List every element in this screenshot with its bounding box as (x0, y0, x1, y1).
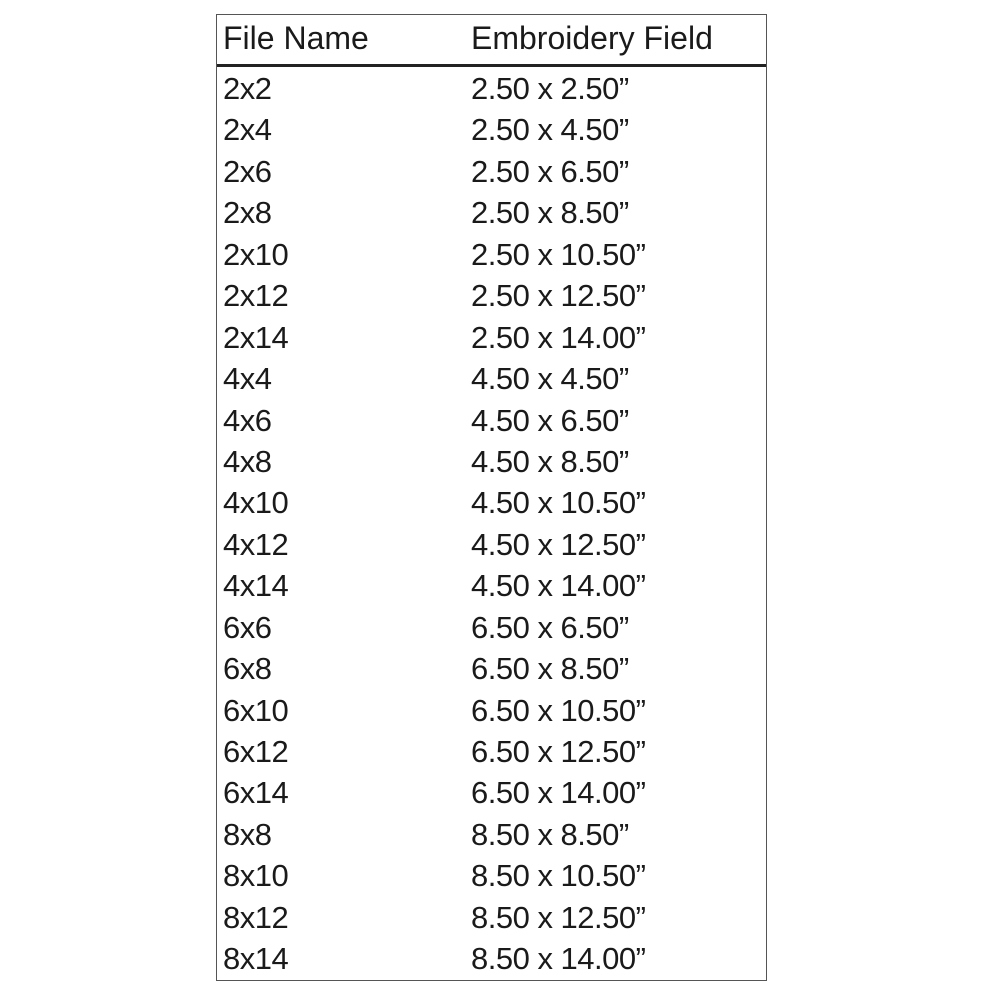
file-name-cell: 8x12 (223, 899, 289, 935)
embroidery-field-cell: 4.50 x 10.50” (471, 485, 646, 521)
embroidery-field-cell: 6.50 x 8.50” (471, 651, 629, 687)
file-name-cell: 6x8 (223, 651, 272, 687)
table-row: 4x6 4.50 x 6.50” (217, 399, 766, 440)
file-name-cell: 2x14 (223, 319, 289, 355)
embroidery-field-cell: 2.50 x 14.00” (471, 319, 646, 355)
embroidery-field-cell: 4.50 x 4.50” (471, 361, 629, 397)
table-header: File Name Embroidery Field (217, 15, 766, 67)
embroidery-field-cell: 8.50 x 12.50” (471, 899, 646, 935)
file-name-cell: 8x8 (223, 816, 272, 852)
file-name-cell: 4x8 (223, 443, 272, 479)
file-name-cell: 6x14 (223, 775, 289, 811)
table-row: 2x12 2.50 x 12.50” (217, 274, 766, 315)
table-row: 6x8 6.50 x 8.50” (217, 647, 766, 688)
table-row: 8x14 8.50 x 14.00” (217, 937, 766, 978)
embroidery-field-cell: 8.50 x 8.50” (471, 816, 629, 852)
file-name-cell: 2x4 (223, 112, 272, 148)
file-name-cell: 4x12 (223, 526, 289, 562)
table-row: 2x6 2.50 x 6.50” (217, 150, 766, 191)
table-row: 4x8 4.50 x 8.50” (217, 440, 766, 481)
table-row: 6x6 6.50 x 6.50” (217, 606, 766, 647)
table-row: 4x10 4.50 x 10.50” (217, 481, 766, 522)
embroidery-field-cell: 6.50 x 6.50” (471, 609, 629, 645)
file-name-cell: 2x10 (223, 236, 289, 272)
table-row: 2x8 2.50 x 8.50” (217, 191, 766, 232)
file-name-cell: 6x10 (223, 692, 289, 728)
file-name-cell: 8x14 (223, 941, 289, 977)
file-name-cell: 4x6 (223, 402, 272, 438)
file-name-cell: 4x4 (223, 361, 272, 397)
file-name-cell: 2x2 (223, 71, 272, 106)
file-name-cell: 6x6 (223, 609, 272, 645)
file-name-cell: 6x12 (223, 734, 289, 769)
table-row: 8x12 8.50 x 12.50” (217, 896, 766, 937)
size-table: File Name Embroidery Field 2x2 2.50 x 2.5… (216, 14, 767, 981)
table-row: 2x4 2.50 x 4.50” (217, 108, 766, 149)
embroidery-field-cell: 4.50 x 14.00” (471, 568, 646, 604)
embroidery-field-cell: 2.50 x 6.50” (471, 153, 629, 189)
table-row: 8x10 8.50 x 10.50” (217, 854, 766, 895)
table-row: 6x14 6.50 x 14.00” (217, 771, 766, 812)
table-row: 6x12 6.50 x 12.50” (217, 730, 766, 771)
embroidery-field-cell: 6.50 x 14.00” (471, 775, 646, 811)
header-embroidery-field: Embroidery Field (471, 20, 713, 56)
embroidery-field-cell: 4.50 x 8.50” (471, 443, 629, 479)
embroidery-field-cell: 4.50 x 12.50” (471, 526, 646, 562)
table-row: 6x10 6.50 x 10.50” (217, 689, 766, 730)
table-row: 8x8 8.50 x 8.50” (217, 813, 766, 854)
embroidery-field-cell: 2.50 x 4.50” (471, 112, 629, 148)
file-name-cell: 2x8 (223, 195, 272, 231)
file-name-cell: 4x10 (223, 485, 289, 521)
embroidery-field-cell: 6.50 x 12.50” (471, 734, 646, 769)
embroidery-field-cell: 2.50 x 8.50” (471, 195, 629, 231)
file-name-cell: 2x12 (223, 278, 289, 314)
embroidery-field-cell: 4.50 x 6.50” (471, 402, 629, 438)
embroidery-field-cell: 2.50 x 2.50” (471, 71, 629, 106)
file-name-cell: 8x10 (223, 858, 289, 894)
header-file-name: File Name (223, 20, 369, 56)
embroidery-field-cell: 2.50 x 12.50” (471, 278, 646, 314)
table-row: 4x12 4.50 x 12.50” (217, 523, 766, 564)
table-row: 2x2 2.50 x 2.50” (217, 67, 766, 108)
file-name-cell: 4x14 (223, 568, 289, 604)
table-row: 2x14 2.50 x 14.00” (217, 316, 766, 357)
file-name-cell: 2x6 (223, 153, 272, 189)
embroidery-field-cell: 6.50 x 10.50” (471, 692, 646, 728)
table-body: 2x2 2.50 x 2.50” 2x4 2.50 x 4.50” 2x6 2.50 x … (217, 67, 766, 979)
table-row: 2x10 2.50 x 10.50” (217, 233, 766, 274)
table-row: 4x4 4.50 x 4.50” (217, 357, 766, 398)
table-row: 4x14 4.50 x 14.00” (217, 564, 766, 605)
embroidery-field-cell: 2.50 x 10.50” (471, 236, 646, 272)
embroidery-field-cell: 8.50 x 10.50” (471, 858, 646, 894)
embroidery-field-cell: 8.50 x 14.00” (471, 941, 646, 977)
